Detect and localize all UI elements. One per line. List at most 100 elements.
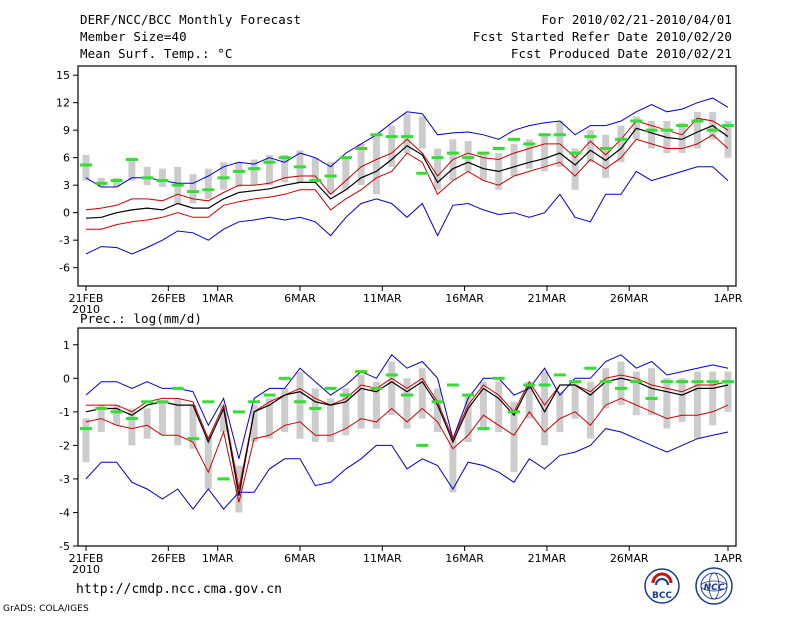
prec-median-marker bbox=[248, 400, 261, 404]
prec-median-marker bbox=[615, 386, 627, 390]
temp-max-line bbox=[85, 97, 729, 188]
temp-spread-box bbox=[82, 154, 90, 181]
temp-ytick-label: 15 bbox=[56, 69, 70, 82]
prec-spread-box bbox=[403, 378, 411, 429]
prec-spread-box bbox=[281, 388, 289, 432]
prec-median-marker bbox=[630, 380, 643, 384]
prec-spread-box bbox=[265, 398, 273, 439]
prec-xtick-label: 1APR bbox=[714, 552, 743, 565]
prec-spread-box bbox=[357, 374, 365, 429]
prec-median-marker bbox=[569, 380, 582, 384]
temp-median-marker bbox=[370, 133, 383, 137]
prec-spread-box bbox=[709, 371, 717, 426]
prec-median-marker bbox=[80, 427, 92, 431]
prec-median-marker bbox=[339, 393, 352, 397]
temp-median-marker bbox=[523, 142, 536, 146]
temp-ytick-label: 0 bbox=[63, 207, 70, 220]
prec-spread-box bbox=[128, 408, 136, 446]
prec-ytick-label: -2 bbox=[59, 439, 70, 452]
temp-spread-box bbox=[571, 148, 579, 190]
prec-spread-box bbox=[449, 435, 457, 493]
prec-median-marker bbox=[324, 386, 337, 390]
prec-spread-box bbox=[204, 435, 212, 489]
prec-spread-box bbox=[174, 398, 182, 446]
variable-label: Mean Surf. Temp.: °C bbox=[80, 46, 233, 61]
bcc-logo-text: BCC bbox=[652, 591, 672, 601]
temp-spread-box bbox=[189, 174, 197, 204]
prec-median-marker bbox=[141, 400, 154, 404]
prec-spread-box bbox=[693, 371, 701, 439]
temp-median-marker bbox=[630, 119, 643, 123]
temp-median-marker bbox=[141, 176, 154, 180]
started-date: Fcst Started Refer Date 2010/02/20 bbox=[472, 29, 732, 44]
temp-median-marker bbox=[431, 156, 444, 160]
prec-frame bbox=[77, 327, 737, 547]
temp-xtick-label: 16MAR bbox=[445, 292, 484, 305]
temp-mean-line bbox=[85, 124, 729, 219]
prec-median-marker bbox=[676, 380, 689, 384]
prec-ytick-label: 0 bbox=[63, 372, 70, 385]
chart-title: DERF/NCC/BCC Monthly Forecast bbox=[80, 12, 302, 27]
temp-median-marker bbox=[156, 179, 169, 183]
prec-min-line bbox=[85, 428, 729, 510]
prec-spread-box bbox=[250, 405, 258, 443]
temp-median-marker bbox=[722, 124, 734, 128]
temp-median-marker bbox=[80, 163, 92, 167]
prec-ytick-label: -1 bbox=[59, 406, 70, 419]
prec-spread-box bbox=[418, 368, 426, 419]
temp-spread-box bbox=[418, 116, 426, 149]
prec-median-marker bbox=[584, 366, 597, 370]
prec-ytick-label: -5 bbox=[59, 540, 70, 553]
prec-spread-box bbox=[388, 361, 396, 416]
temp-xtick-label: 26MAR bbox=[610, 292, 649, 305]
temp-xtick-label: 26FEB bbox=[151, 292, 186, 305]
temp-median-marker bbox=[553, 133, 566, 137]
temp-median-marker bbox=[187, 190, 199, 194]
prec-spread-box bbox=[602, 368, 610, 409]
temp-spread-box bbox=[724, 121, 732, 158]
prec-year-label: 2010 bbox=[72, 563, 100, 576]
temp-xtick-label: 11MAR bbox=[363, 292, 402, 305]
precip-title: Prec.: log(mm/d) bbox=[80, 311, 203, 326]
prec-median-marker bbox=[370, 386, 383, 390]
temp-median-marker bbox=[125, 158, 138, 161]
temp-median-marker bbox=[508, 137, 520, 141]
prec-spread-box bbox=[479, 381, 487, 429]
temperature-panel: -6 -3 0 3 6 9 12 15 21FEB 26FEB 1MAR 6MAR 11MAR 16MAR… bbox=[56, 65, 743, 316]
prec-spread-box bbox=[510, 401, 518, 473]
prec-xtick-label: 1MAR bbox=[202, 552, 234, 565]
prec-median-marker bbox=[691, 380, 704, 384]
prec-spread-box bbox=[495, 381, 503, 432]
temp-median-marker bbox=[95, 181, 108, 185]
prec-xtick-label: 16MAR bbox=[445, 552, 484, 565]
temp-frame bbox=[77, 65, 737, 287]
temp-median-marker bbox=[263, 160, 276, 164]
temp-spread-box bbox=[586, 130, 594, 163]
prec-median-marker bbox=[95, 406, 108, 410]
temp-median-marker bbox=[217, 176, 230, 180]
prec-spread-box bbox=[571, 381, 579, 419]
prec-median-marker bbox=[385, 373, 398, 377]
prec-ytick-label: -4 bbox=[59, 506, 70, 519]
prec-spread-box bbox=[434, 388, 442, 432]
temp-median-marker bbox=[462, 156, 475, 160]
temp-median-marker bbox=[538, 133, 551, 137]
prec-median-marker bbox=[217, 477, 230, 481]
prec-spread-box bbox=[586, 381, 594, 439]
source-url[interactable]: http://cmdp.ncc.cma.gov.cn bbox=[76, 582, 283, 597]
temp-median-marker bbox=[401, 135, 413, 139]
prec-spread-box bbox=[464, 395, 472, 443]
temp-median-marker bbox=[416, 171, 429, 175]
prec-xtick-label: 11MAR bbox=[363, 552, 402, 565]
temp-spread-box bbox=[220, 162, 228, 190]
temp-spread-box bbox=[342, 157, 350, 190]
temp-median-marker bbox=[477, 151, 490, 155]
prec-median-marker bbox=[309, 406, 322, 410]
temp-median-marker bbox=[355, 147, 368, 150]
prec-median-marker bbox=[462, 393, 475, 397]
prec-xtick-label: 26FEB bbox=[151, 552, 186, 565]
prec-spread-box bbox=[311, 388, 319, 443]
temp-spread-box bbox=[113, 177, 121, 187]
temp-median-marker bbox=[202, 188, 215, 192]
